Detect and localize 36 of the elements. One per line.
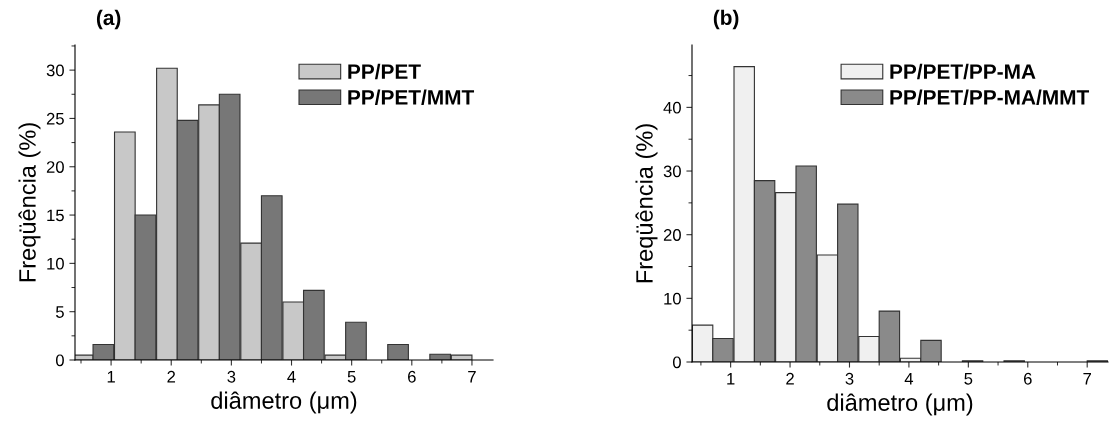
y-tick-label: 10: [664, 292, 681, 305]
x-tick-label: 2: [167, 370, 176, 383]
legend-label: PP/PET/PP-MA: [890, 63, 1036, 80]
x-tick-label: 6: [1023, 372, 1032, 385]
legend-label: PP/PET: [348, 63, 421, 80]
y-tick-label: 5: [55, 306, 64, 318]
x-axis-title: diâmetro (μm): [211, 391, 357, 414]
x-tick-label: 5: [964, 373, 973, 385]
y-tick-label: 30: [46, 64, 64, 77]
x-tick-label: 4: [904, 373, 914, 385]
y-tick-label: 0: [55, 354, 64, 367]
x-tick-label: 3: [227, 370, 236, 383]
legend-label: PP/PET/MMT: [348, 89, 475, 105]
y-tick-label: 20: [46, 161, 64, 173]
x-tick-label: 5: [347, 371, 356, 383]
y-tick-label: 40: [663, 101, 681, 114]
x-tick-label: 3: [845, 372, 854, 385]
chart-title: (b): [713, 9, 739, 30]
x-tick-label: 6: [408, 370, 416, 383]
x-axis-title: diâmetro (μm): [827, 393, 973, 416]
y-tick-label: 25: [46, 112, 64, 125]
y-tick-label: 0: [672, 356, 681, 369]
x-tick-label: 1: [107, 371, 115, 383]
chart-title: (a): [96, 9, 121, 30]
x-tick-label: 2: [786, 372, 794, 385]
y-axis-title: Freqüência (%): [18, 123, 41, 282]
legend-label: PP/PET/PP-MA/MMT: [890, 89, 1090, 105]
y-axis-title: Freqüência (%): [635, 124, 658, 283]
x-tick-label: 7: [468, 371, 476, 383]
y-tick-label: 30: [663, 165, 681, 178]
x-tick-label: 1: [727, 373, 735, 385]
y-tick-label: 10: [47, 257, 64, 270]
x-tick-label: 4: [287, 371, 296, 383]
y-tick-label: 15: [47, 209, 64, 222]
x-tick-label: 7: [1083, 373, 1091, 385]
y-tick-label: 20: [663, 229, 681, 241]
